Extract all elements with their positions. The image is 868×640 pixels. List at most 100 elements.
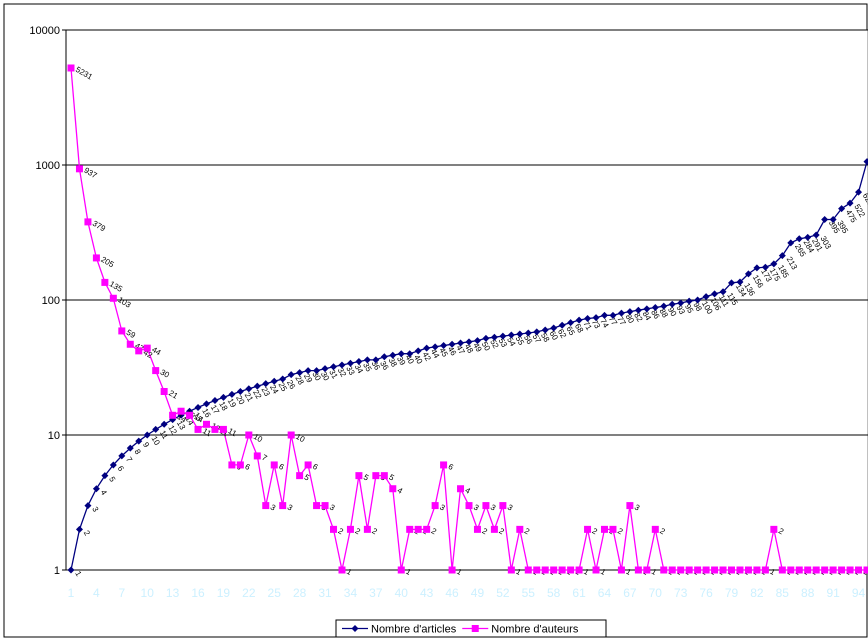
x-tick-label: 13 <box>166 586 180 600</box>
data-label: 1 <box>73 570 83 579</box>
marker <box>736 278 744 286</box>
x-tick-label: 82 <box>750 586 764 600</box>
x-tick-label: 7 <box>118 586 125 600</box>
marker <box>346 359 354 367</box>
marker <box>728 566 736 574</box>
marker <box>533 566 541 574</box>
marker <box>253 382 261 390</box>
data-label: 7 <box>124 455 134 464</box>
data-label: 3 <box>438 503 447 513</box>
marker <box>787 239 795 247</box>
legend-label: Nombre d'auteurs <box>491 624 579 636</box>
marker <box>575 316 583 324</box>
marker <box>863 158 868 166</box>
marker <box>761 566 769 574</box>
data-label: 5 <box>107 475 117 484</box>
x-tick-label: 1 <box>68 586 75 600</box>
marker <box>804 566 812 574</box>
marker <box>321 502 329 510</box>
marker <box>152 425 160 433</box>
marker <box>118 327 126 335</box>
marker <box>702 293 710 301</box>
marker <box>600 311 608 319</box>
marker <box>194 403 202 411</box>
marker <box>228 390 236 398</box>
data-label: 629 <box>861 192 868 209</box>
x-tick-label: 43 <box>420 586 434 600</box>
marker <box>380 472 388 480</box>
marker <box>685 297 693 305</box>
marker <box>397 566 405 574</box>
marker <box>321 365 329 373</box>
marker <box>101 278 109 286</box>
marker <box>202 400 210 408</box>
x-tick-label: 70 <box>649 586 663 600</box>
marker <box>787 566 795 574</box>
marker <box>668 300 676 308</box>
marker <box>829 566 837 574</box>
data-label: 2 <box>82 529 92 538</box>
y-tick-label: 10000 <box>29 25 60 37</box>
data-label: 3 <box>90 505 100 514</box>
marker <box>338 566 346 574</box>
marker <box>431 502 439 510</box>
marker <box>304 367 312 375</box>
marker <box>677 566 685 574</box>
marker <box>84 218 92 226</box>
data-label: 3 <box>506 503 515 513</box>
marker <box>448 340 456 348</box>
marker <box>414 347 422 355</box>
marker <box>516 330 524 338</box>
data-label: 4 <box>396 486 405 496</box>
marker <box>524 329 532 337</box>
marker <box>804 233 812 241</box>
marker <box>253 452 261 460</box>
marker <box>584 525 592 533</box>
marker <box>736 566 744 574</box>
marker <box>490 333 498 341</box>
marker <box>431 343 439 351</box>
marker <box>92 485 100 493</box>
marker <box>372 356 380 364</box>
marker <box>846 199 854 207</box>
data-label: 6 <box>277 462 286 472</box>
legend-label: Nombre d'articles <box>371 624 457 636</box>
marker <box>770 260 778 268</box>
data-label: 2 <box>497 526 506 536</box>
marker <box>313 502 321 510</box>
marker <box>778 252 786 260</box>
data-label: 4 <box>464 486 473 496</box>
x-tick-label: 37 <box>369 586 383 600</box>
marker <box>457 339 465 347</box>
y-tick-label: 1 <box>54 565 60 577</box>
marker <box>287 431 295 439</box>
marker <box>499 502 507 510</box>
x-tick-label: 61 <box>572 586 586 600</box>
marker <box>541 566 549 574</box>
data-label: 2 <box>777 526 786 536</box>
x-tick-label: 67 <box>623 586 637 600</box>
marker <box>558 566 566 574</box>
marker <box>711 566 719 574</box>
marker <box>126 340 134 348</box>
marker <box>795 235 803 243</box>
data-label: 5 <box>362 473 371 483</box>
marker <box>160 388 168 396</box>
marker <box>363 525 371 533</box>
marker <box>75 525 83 533</box>
marker <box>711 290 719 298</box>
marker <box>75 165 83 173</box>
marker <box>465 502 473 510</box>
marker <box>643 566 651 574</box>
marker <box>855 188 863 196</box>
marker <box>846 566 854 574</box>
marker <box>567 319 575 327</box>
y-tick-label: 100 <box>42 295 60 307</box>
data-label: 6 <box>243 462 252 472</box>
marker <box>346 525 354 533</box>
marker <box>592 566 600 574</box>
x-tick-label: 4 <box>93 586 100 600</box>
marker <box>609 311 617 319</box>
marker <box>406 525 414 533</box>
marker <box>92 254 100 262</box>
